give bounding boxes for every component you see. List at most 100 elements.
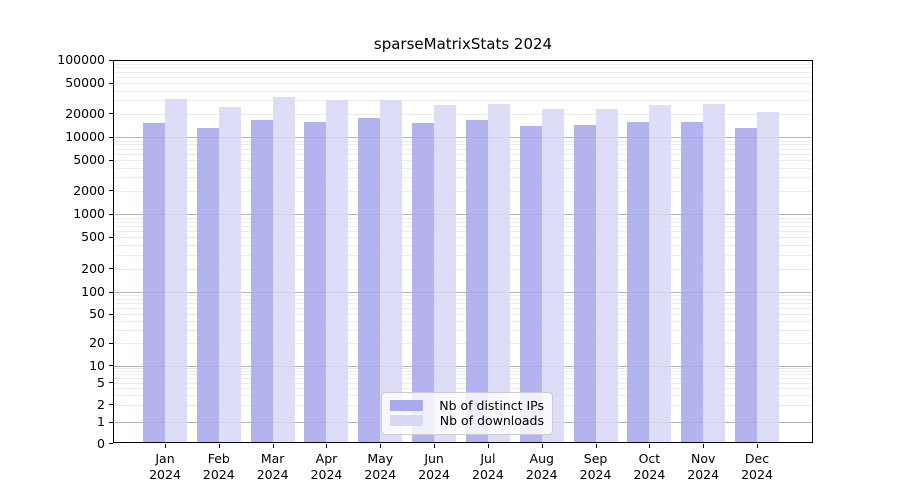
bar-distinct-ips bbox=[519, 125, 542, 444]
minor-gridline bbox=[113, 374, 813, 376]
bar-distinct-ips bbox=[196, 127, 219, 444]
x-tick-mark bbox=[541, 444, 543, 448]
bar-downloads bbox=[434, 105, 457, 444]
x-tick-label-line: Apr bbox=[315, 451, 338, 466]
minor-gridline bbox=[113, 71, 813, 73]
bar-downloads bbox=[757, 112, 780, 444]
minor-gridline bbox=[113, 321, 813, 323]
minor-gridline bbox=[113, 382, 813, 384]
x-tick-label-line: 2024 bbox=[364, 467, 397, 482]
y-tick-mark bbox=[109, 313, 113, 315]
chart-title: sparseMatrixStats 2024 bbox=[373, 35, 553, 53]
legend-swatch-distinct-ips bbox=[390, 400, 423, 411]
x-tick-mark bbox=[380, 444, 382, 448]
x-tick-mark bbox=[757, 444, 759, 448]
x-tick-mark bbox=[326, 444, 328, 448]
y-tick-label: 5 bbox=[97, 374, 105, 390]
minor-gridline bbox=[113, 144, 813, 146]
x-tick-label-line: Sep bbox=[583, 451, 608, 466]
y-tick-label: 1000 bbox=[73, 206, 105, 221]
x-tick-label-line: 2024 bbox=[418, 467, 450, 482]
y-tick-mark bbox=[109, 236, 113, 238]
x-tick-mark bbox=[218, 444, 220, 448]
bar-distinct-ips bbox=[358, 118, 381, 444]
minor-gridline bbox=[113, 148, 813, 150]
major-gridline bbox=[113, 365, 813, 367]
y-tick-label: 100 bbox=[81, 284, 105, 299]
legend: Nb of distinct IPs Nb of downloads bbox=[381, 392, 553, 435]
minor-gridline bbox=[113, 245, 813, 247]
y-tick-label: 5000 bbox=[73, 152, 105, 168]
y-tick-mark bbox=[109, 59, 113, 61]
x-tick-label: Mar 2024 bbox=[243, 451, 303, 483]
x-tick-label: May 2024 bbox=[350, 451, 410, 483]
minor-gridline bbox=[113, 343, 813, 345]
minor-gridline bbox=[113, 67, 813, 69]
minor-gridline bbox=[113, 221, 813, 223]
minor-gridline bbox=[113, 154, 813, 156]
x-tick-mark bbox=[272, 444, 274, 448]
bar-distinct-ips bbox=[573, 125, 596, 444]
y-tick-mark bbox=[109, 382, 113, 383]
bar-downloads bbox=[541, 108, 564, 444]
minor-gridline bbox=[113, 308, 813, 310]
x-tick-label-line: 2024 bbox=[202, 467, 235, 482]
bar-downloads bbox=[380, 99, 403, 444]
minor-gridline bbox=[113, 100, 813, 102]
x-tick-label-line: 2024 bbox=[525, 467, 558, 482]
x-tick-label-line: 2024 bbox=[579, 467, 612, 482]
bar-distinct-ips bbox=[412, 122, 435, 444]
y-tick-mark bbox=[109, 268, 113, 270]
x-tick-label-line: Jun bbox=[424, 451, 444, 466]
y-tick-mark bbox=[109, 443, 113, 444]
x-tick-label: Jun 2024 bbox=[404, 451, 464, 483]
x-tick-label-line: 2024 bbox=[149, 467, 181, 482]
y-tick-mark bbox=[109, 342, 113, 344]
minor-gridline bbox=[113, 190, 813, 192]
minor-gridline bbox=[113, 217, 813, 219]
y-tick-label: 10 bbox=[89, 357, 105, 373]
y-tick-mark bbox=[109, 82, 113, 84]
major-gridline bbox=[113, 292, 813, 293]
minor-gridline bbox=[113, 77, 813, 79]
x-tick-label: Oct 2024 bbox=[619, 451, 679, 483]
x-tick-label-line: Mar bbox=[260, 451, 285, 466]
x-tick-mark bbox=[649, 444, 651, 448]
y-tick-label: 20000 bbox=[65, 105, 105, 121]
minor-gridline bbox=[113, 160, 813, 162]
major-gridline bbox=[113, 60, 813, 61]
y-tick-mark bbox=[109, 136, 113, 138]
bar-downloads bbox=[703, 104, 726, 444]
x-tick-label: Nov 2024 bbox=[673, 451, 733, 483]
x-tick-label-line: Oct bbox=[638, 451, 661, 466]
y-tick-label: 2 bbox=[97, 396, 105, 412]
legend-label-downloads: Nb of downloads bbox=[439, 413, 544, 428]
y-tick-mark bbox=[109, 421, 113, 423]
y-tick-label: 20 bbox=[89, 335, 105, 351]
x-tick-label-line: Aug bbox=[529, 451, 554, 466]
y-tick-label: 10000 bbox=[65, 129, 105, 144]
y-tick-mark bbox=[109, 190, 113, 192]
legend-label-distinct-ips: Nb of distinct IPs bbox=[439, 398, 544, 413]
y-tick-mark bbox=[109, 113, 113, 115]
y-tick-label: 50000 bbox=[65, 75, 105, 91]
legend-swatch-downloads bbox=[390, 415, 423, 426]
x-tick-label-line: 2024 bbox=[310, 467, 343, 482]
x-tick-mark bbox=[165, 444, 166, 448]
minor-gridline bbox=[113, 177, 813, 179]
x-tick-label-line: May bbox=[367, 451, 394, 466]
minor-gridline bbox=[113, 231, 813, 233]
x-tick-label: Apr 2024 bbox=[296, 451, 356, 483]
x-tick-label-line: 2024 bbox=[472, 467, 504, 482]
x-tick-label-line: 2024 bbox=[256, 467, 289, 482]
bar-distinct-ips bbox=[627, 122, 650, 444]
bar-downloads bbox=[649, 105, 672, 444]
bar-distinct-ips bbox=[250, 120, 273, 444]
y-tick-mark bbox=[109, 365, 113, 366]
minor-gridline bbox=[113, 237, 813, 239]
bar-distinct-ips bbox=[735, 127, 758, 444]
minor-gridline bbox=[113, 368, 813, 370]
legend-row-downloads: Nb of downloads bbox=[390, 413, 544, 428]
x-tick-label: Feb 2024 bbox=[189, 451, 249, 483]
